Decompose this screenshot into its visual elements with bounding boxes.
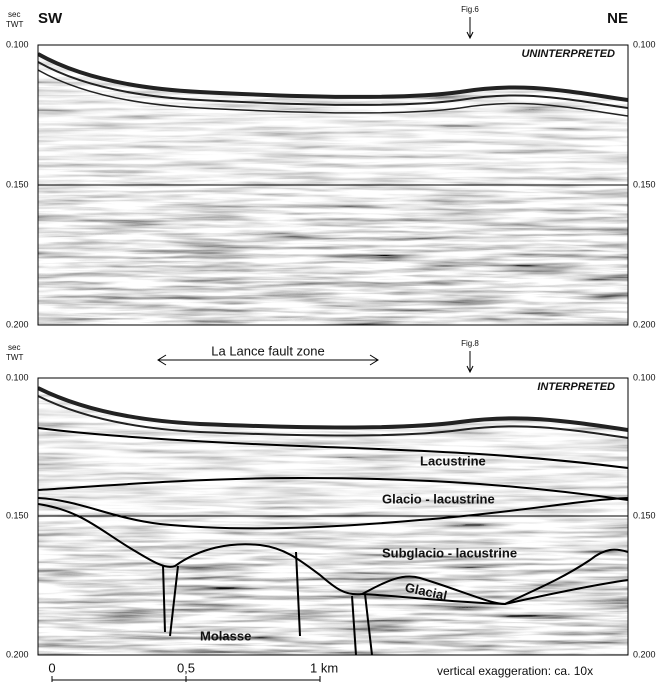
tick-label: 0.150 — [6, 510, 29, 520]
axis-label: TWT — [6, 20, 23, 29]
panel-title: UNINTERPRETED — [521, 48, 615, 60]
arrow — [466, 17, 474, 40]
panel-title: INTERPRETED — [537, 381, 615, 393]
interpretation-lines — [37, 427, 629, 656]
figure-ref: Fig.8 — [461, 339, 479, 348]
axis-unit: sec — [8, 343, 20, 352]
note: vertical exaggeration: ca. 10x — [437, 664, 593, 678]
tick-label: 0.100 — [6, 39, 29, 49]
direction-label: NE — [607, 10, 628, 27]
tick-label: 0.100 — [633, 39, 656, 49]
axis-unit: sec — [8, 10, 20, 19]
unit-label: Lacustrine — [420, 453, 486, 468]
scale-label: 0,5 — [177, 660, 195, 675]
direction-label: SW — [38, 10, 63, 27]
tick-label: 0.150 — [6, 179, 29, 189]
tick-label: 0.200 — [6, 319, 29, 329]
arrow — [466, 351, 474, 374]
tick-label: 0.150 — [633, 510, 656, 520]
unit-label: Glacio - lacustrine — [382, 491, 495, 506]
arrow — [157, 354, 379, 366]
tick-label: 0.100 — [633, 372, 656, 382]
scale-label: 0 — [48, 660, 55, 675]
figure-ref: Fig.6 — [461, 5, 479, 14]
unit-label: Molasse — [200, 628, 251, 643]
annotation: La Lance fault zone — [211, 343, 324, 358]
tick-label: 0.200 — [633, 319, 656, 329]
axis-label: TWT — [6, 353, 23, 362]
scale-label: 1 km — [310, 660, 338, 675]
tick-label: 0.150 — [633, 179, 656, 189]
scale-bar — [51, 676, 321, 682]
unit-label: Subglacio - lacustrine — [382, 545, 517, 560]
tick-label: 0.200 — [6, 649, 29, 659]
tick-label: 0.200 — [633, 649, 656, 659]
tick-label: 0.100 — [6, 372, 29, 382]
